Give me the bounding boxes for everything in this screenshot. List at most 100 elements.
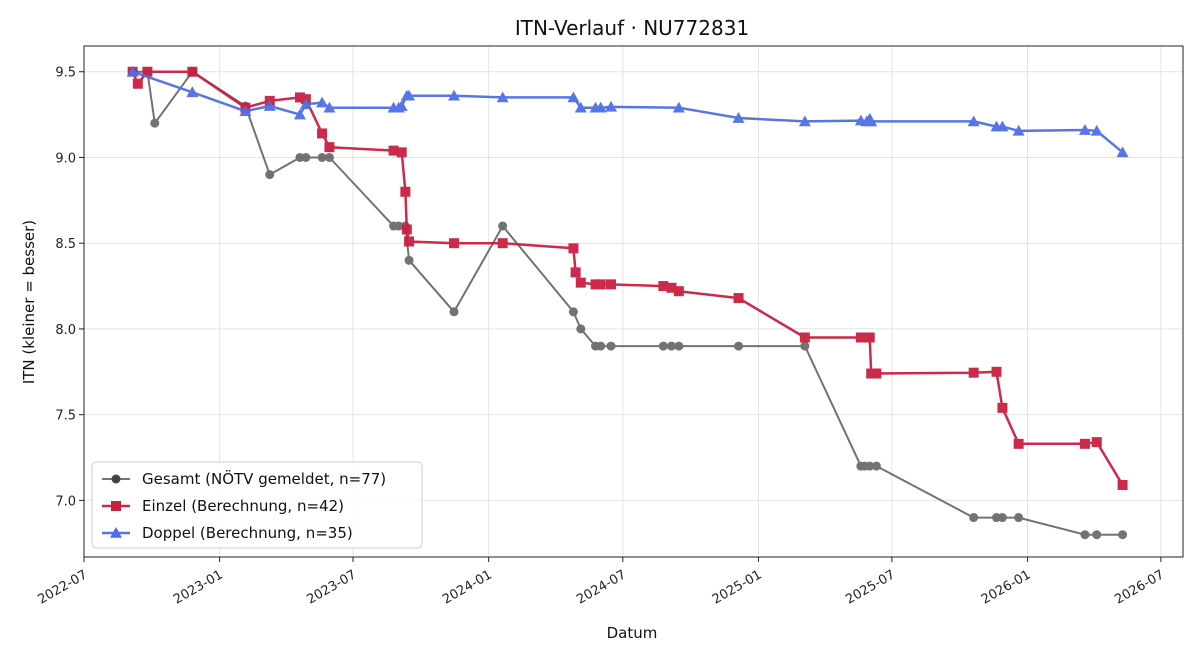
x-tick-label: 2026-01 (979, 567, 1034, 607)
legend-box (91, 461, 423, 549)
data-point-einzel (590, 279, 601, 290)
data-point-doppel (967, 115, 980, 127)
data-point-doppel (1116, 146, 1129, 158)
y-tick-label: 9.0 (55, 151, 76, 166)
data-point-gesamt (969, 513, 979, 523)
data-point-einzel (859, 332, 870, 343)
data-point-einzel (871, 368, 882, 379)
data-point-gesamt (1118, 530, 1128, 540)
series-einzel (127, 66, 1128, 490)
legend: Gesamt (NÖTV gemeldet, n=77) Einzel (Bere… (91, 461, 423, 549)
data-point-einzel (658, 281, 669, 292)
data-point-doppel (126, 65, 139, 77)
data-point-gesamt (1092, 530, 1102, 540)
data-point-doppel (1090, 124, 1103, 136)
data-point-einzel (799, 332, 810, 343)
data-point-einzel (294, 92, 305, 103)
data-point-doppel (263, 100, 276, 111)
data-point-doppel (605, 100, 618, 112)
data-point-doppel (996, 120, 1009, 132)
data-point-gesamt (1014, 513, 1024, 523)
y-tick-label: 7.0 (55, 494, 76, 509)
series-doppel (126, 65, 1129, 158)
data-point-gesamt (734, 341, 744, 351)
data-point-gesamt (576, 324, 586, 334)
x-tick-label: 2025-07 (843, 567, 898, 607)
data-point-einzel (317, 128, 328, 139)
y-axis-title: ITN (kleiner = besser) (20, 220, 38, 384)
data-point-einzel (595, 279, 606, 290)
data-point-einzel (396, 147, 407, 158)
data-point-doppel (299, 98, 312, 110)
x-tick-label: 2025-01 (710, 567, 765, 607)
data-point-einzel (132, 78, 143, 89)
data-point-einzel (400, 186, 411, 197)
data-point-einzel (968, 367, 979, 378)
data-point-doppel (403, 89, 416, 101)
data-point-einzel (142, 66, 153, 77)
data-point-gesamt (324, 152, 334, 162)
data-point-einzel (866, 368, 877, 379)
plot-area-frame (83, 45, 1184, 558)
legend-label-doppel: Doppel (Berechnung, n=35) (142, 524, 353, 542)
legend-marker-einzel (111, 501, 121, 511)
data-point-doppel (316, 96, 329, 108)
data-point-doppel (323, 101, 336, 113)
data-point-einzel (324, 142, 335, 153)
data-point-doppel (1078, 124, 1091, 135)
data-point-einzel (1091, 437, 1102, 448)
x-tick-label: 2024-07 (574, 567, 629, 607)
data-point-einzel (666, 282, 677, 293)
data-point-doppel (395, 100, 408, 111)
x-tick-label: 2023-01 (171, 567, 226, 607)
data-point-gesamt (150, 118, 160, 128)
y-tick-label: 7.5 (55, 409, 76, 424)
data-point-doppel (574, 101, 587, 113)
data-point-einzel (606, 279, 617, 290)
data-point-gesamt (865, 461, 875, 471)
data-point-gesamt (596, 341, 606, 351)
data-point-doppel (732, 112, 745, 123)
data-point-einzel (570, 267, 581, 278)
data-point-einzel (497, 238, 508, 249)
x-axis-title: Datum (607, 624, 658, 642)
data-point-gesamt (666, 341, 676, 351)
data-point-gesamt (317, 152, 327, 162)
data-point-gesamt (800, 341, 810, 351)
y-tick-label: 8.0 (55, 323, 76, 338)
grid (83, 46, 1183, 557)
series-line-einzel (131, 70, 1124, 486)
data-point-einzel (991, 366, 1002, 377)
y-tick-label: 8.5 (55, 237, 76, 252)
data-point-gesamt (658, 341, 668, 351)
series-group (126, 65, 1129, 540)
data-point-gesamt (394, 221, 404, 231)
data-point-gesamt (871, 461, 881, 471)
data-point-einzel (997, 402, 1008, 413)
data-point-einzel (1079, 438, 1090, 449)
data-point-gesamt (606, 341, 616, 351)
series-line-doppel (132, 70, 1124, 154)
x-tick-label: 2023-07 (304, 567, 359, 607)
data-point-doppel (1012, 124, 1025, 136)
data-point-einzel (673, 286, 684, 297)
data-point-einzel (864, 332, 875, 343)
x-tick-label: 2024-01 (440, 567, 495, 607)
data-point-doppel (567, 91, 580, 103)
legend-marker-gesamt (111, 474, 121, 484)
data-point-gesamt (449, 307, 459, 317)
data-point-doppel (448, 89, 461, 101)
data-point-doppel (798, 115, 811, 127)
data-point-einzel (1013, 438, 1024, 449)
data-point-doppel (594, 101, 607, 113)
data-point-doppel (865, 115, 878, 127)
data-point-doppel (672, 101, 685, 113)
x-tick-label: 2022-07 (35, 567, 90, 607)
data-point-einzel (575, 277, 586, 288)
data-point-doppel (239, 105, 252, 116)
legend-label-gesamt: Gesamt (NÖTV gemeldet, n=77) (142, 469, 386, 488)
data-point-einzel (187, 66, 198, 77)
legend-label-einzel: Einzel (Berechnung, n=42) (142, 497, 344, 515)
